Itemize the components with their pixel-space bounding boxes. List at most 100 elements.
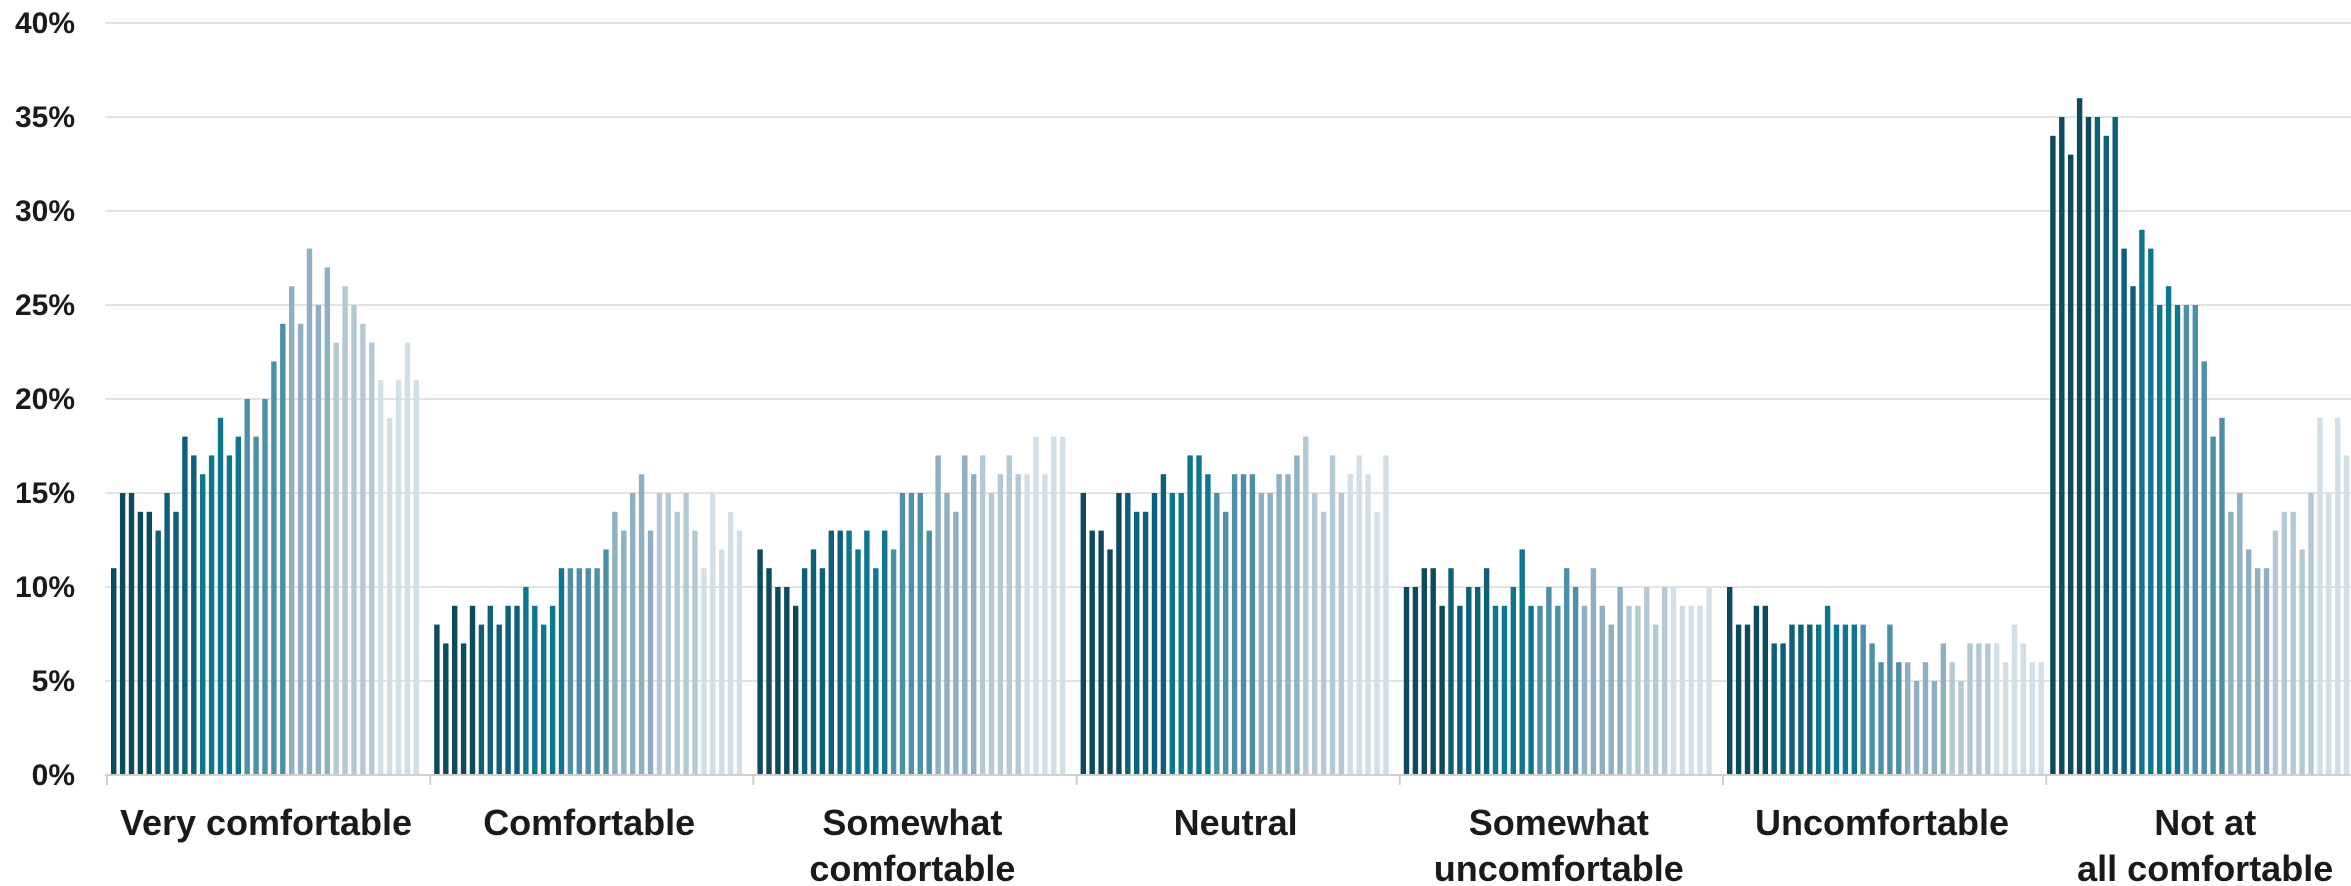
bar bbox=[1537, 605, 1543, 775]
bar bbox=[576, 568, 582, 775]
bar bbox=[1670, 587, 1677, 775]
bar bbox=[244, 399, 250, 775]
bar bbox=[1276, 474, 1282, 775]
bar bbox=[882, 530, 888, 775]
bar bbox=[1294, 455, 1300, 775]
bar bbox=[1466, 587, 1472, 775]
bar bbox=[1780, 643, 1786, 775]
bar bbox=[890, 549, 897, 775]
bar bbox=[837, 530, 843, 775]
bar bbox=[1878, 662, 1884, 775]
bar bbox=[342, 286, 348, 775]
bar bbox=[549, 605, 556, 775]
bar bbox=[1519, 549, 1525, 775]
bar bbox=[1807, 624, 1813, 775]
bar bbox=[2148, 248, 2154, 776]
y-tick-label: 20% bbox=[15, 383, 75, 416]
bar bbox=[182, 436, 188, 775]
bar bbox=[1753, 605, 1760, 775]
bar bbox=[2094, 117, 2101, 775]
bar bbox=[2183, 305, 2190, 775]
bar bbox=[1231, 474, 1238, 775]
bar bbox=[1501, 605, 1508, 775]
bar bbox=[324, 267, 330, 775]
category-label: Somewhat comfortable bbox=[809, 802, 1015, 886]
bar bbox=[1913, 681, 1920, 775]
bar bbox=[2210, 436, 2216, 775]
bar bbox=[997, 474, 1004, 775]
bar bbox=[1581, 605, 1588, 775]
bar bbox=[603, 549, 609, 775]
bar bbox=[1727, 587, 1733, 775]
bar bbox=[926, 530, 932, 775]
bar bbox=[173, 511, 179, 775]
bar bbox=[1958, 681, 1964, 775]
bar bbox=[1430, 568, 1436, 775]
bar bbox=[1033, 436, 1039, 775]
bar bbox=[1196, 455, 1202, 775]
bar bbox=[1015, 474, 1021, 775]
bar bbox=[1006, 455, 1012, 775]
bar bbox=[1347, 474, 1353, 775]
bar bbox=[810, 549, 817, 775]
bar bbox=[1931, 681, 1938, 775]
bar bbox=[2121, 248, 2127, 776]
bar bbox=[2290, 511, 2296, 775]
bar bbox=[784, 587, 790, 775]
bar bbox=[1223, 511, 1229, 775]
x-axis bbox=[105, 774, 2351, 785]
bar bbox=[1169, 493, 1175, 775]
bar bbox=[111, 568, 117, 775]
bar bbox=[1356, 455, 1362, 775]
bar bbox=[1107, 549, 1113, 775]
bar bbox=[1706, 587, 1712, 775]
bar bbox=[1905, 662, 1911, 775]
bar bbox=[2050, 135, 2056, 776]
bar bbox=[235, 436, 241, 775]
bar bbox=[514, 605, 520, 775]
bar bbox=[2192, 305, 2198, 775]
bar bbox=[1869, 643, 1875, 775]
bar bbox=[819, 568, 826, 775]
bar bbox=[360, 323, 366, 775]
bar bbox=[1374, 511, 1380, 775]
bar bbox=[315, 305, 322, 775]
bar bbox=[2237, 493, 2243, 775]
bar bbox=[1887, 624, 1893, 775]
bar bbox=[2139, 229, 2145, 776]
bar bbox=[1789, 624, 1795, 775]
bar bbox=[1080, 493, 1086, 775]
bar bbox=[665, 493, 671, 775]
bar bbox=[351, 305, 357, 775]
bar bbox=[1214, 493, 1220, 775]
bar bbox=[460, 643, 467, 775]
y-tick-label: 30% bbox=[15, 195, 75, 228]
bar bbox=[766, 568, 772, 775]
bar bbox=[638, 474, 645, 775]
bar bbox=[191, 455, 197, 775]
bar bbox=[2272, 530, 2279, 775]
bar bbox=[452, 605, 458, 775]
bar bbox=[855, 549, 861, 775]
bar bbox=[1940, 643, 1946, 775]
bar bbox=[656, 493, 663, 775]
bar bbox=[1329, 455, 1336, 775]
bar bbox=[1851, 624, 1857, 775]
bar bbox=[1896, 662, 1902, 775]
bar bbox=[757, 549, 763, 775]
bar bbox=[971, 474, 977, 775]
bar bbox=[647, 530, 654, 775]
bar bbox=[2029, 662, 2035, 775]
bar bbox=[523, 587, 529, 775]
bar bbox=[253, 436, 259, 775]
bar bbox=[674, 511, 680, 775]
bar bbox=[333, 342, 339, 775]
bar bbox=[2112, 117, 2118, 775]
bar bbox=[280, 323, 286, 775]
bar bbox=[908, 493, 915, 775]
bar bbox=[953, 511, 959, 775]
bar bbox=[1439, 605, 1445, 775]
bar bbox=[2317, 417, 2323, 775]
bar bbox=[1735, 624, 1742, 775]
